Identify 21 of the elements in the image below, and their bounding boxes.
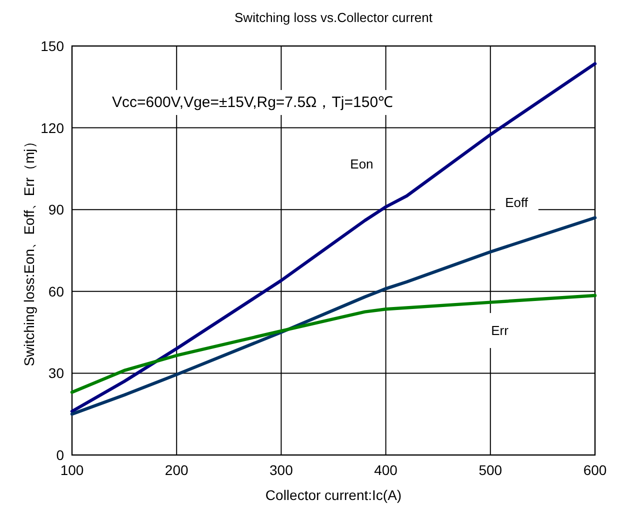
y-tick-label: 0 <box>56 447 64 463</box>
x-axis-title: Collector current:Ic(A) <box>265 487 402 503</box>
x-tick-label: 300 <box>270 462 294 478</box>
y-tick-label: 60 <box>48 283 64 300</box>
y-tick-label: 120 <box>40 120 64 136</box>
y-tick-label: 90 <box>48 202 64 218</box>
y-tick-label: 30 <box>48 365 64 382</box>
y-tick-label: 150 <box>40 38 64 54</box>
x-tick-label: 200 <box>164 462 188 478</box>
y-axis-title: Switching loss:Eon、Eoff、Err（mj） <box>21 134 37 366</box>
line-series <box>70 62 597 413</box>
x-tick-label: 400 <box>374 462 398 478</box>
line-series <box>70 216 597 416</box>
chart-title: Switching loss vs.Collector current <box>234 10 433 25</box>
x-tick-label: 500 <box>478 462 502 478</box>
line-series <box>70 294 597 394</box>
series-labels: Eon Eoff Err <box>340 146 538 348</box>
annotation: Vcc=600V,Vge=±15V,Rg=7.5Ω，Tj=150℃ <box>112 94 394 111</box>
x-tick-label: 600 <box>583 462 607 478</box>
x-tick-label: 100 <box>60 462 84 478</box>
series-label: Err <box>491 323 510 338</box>
